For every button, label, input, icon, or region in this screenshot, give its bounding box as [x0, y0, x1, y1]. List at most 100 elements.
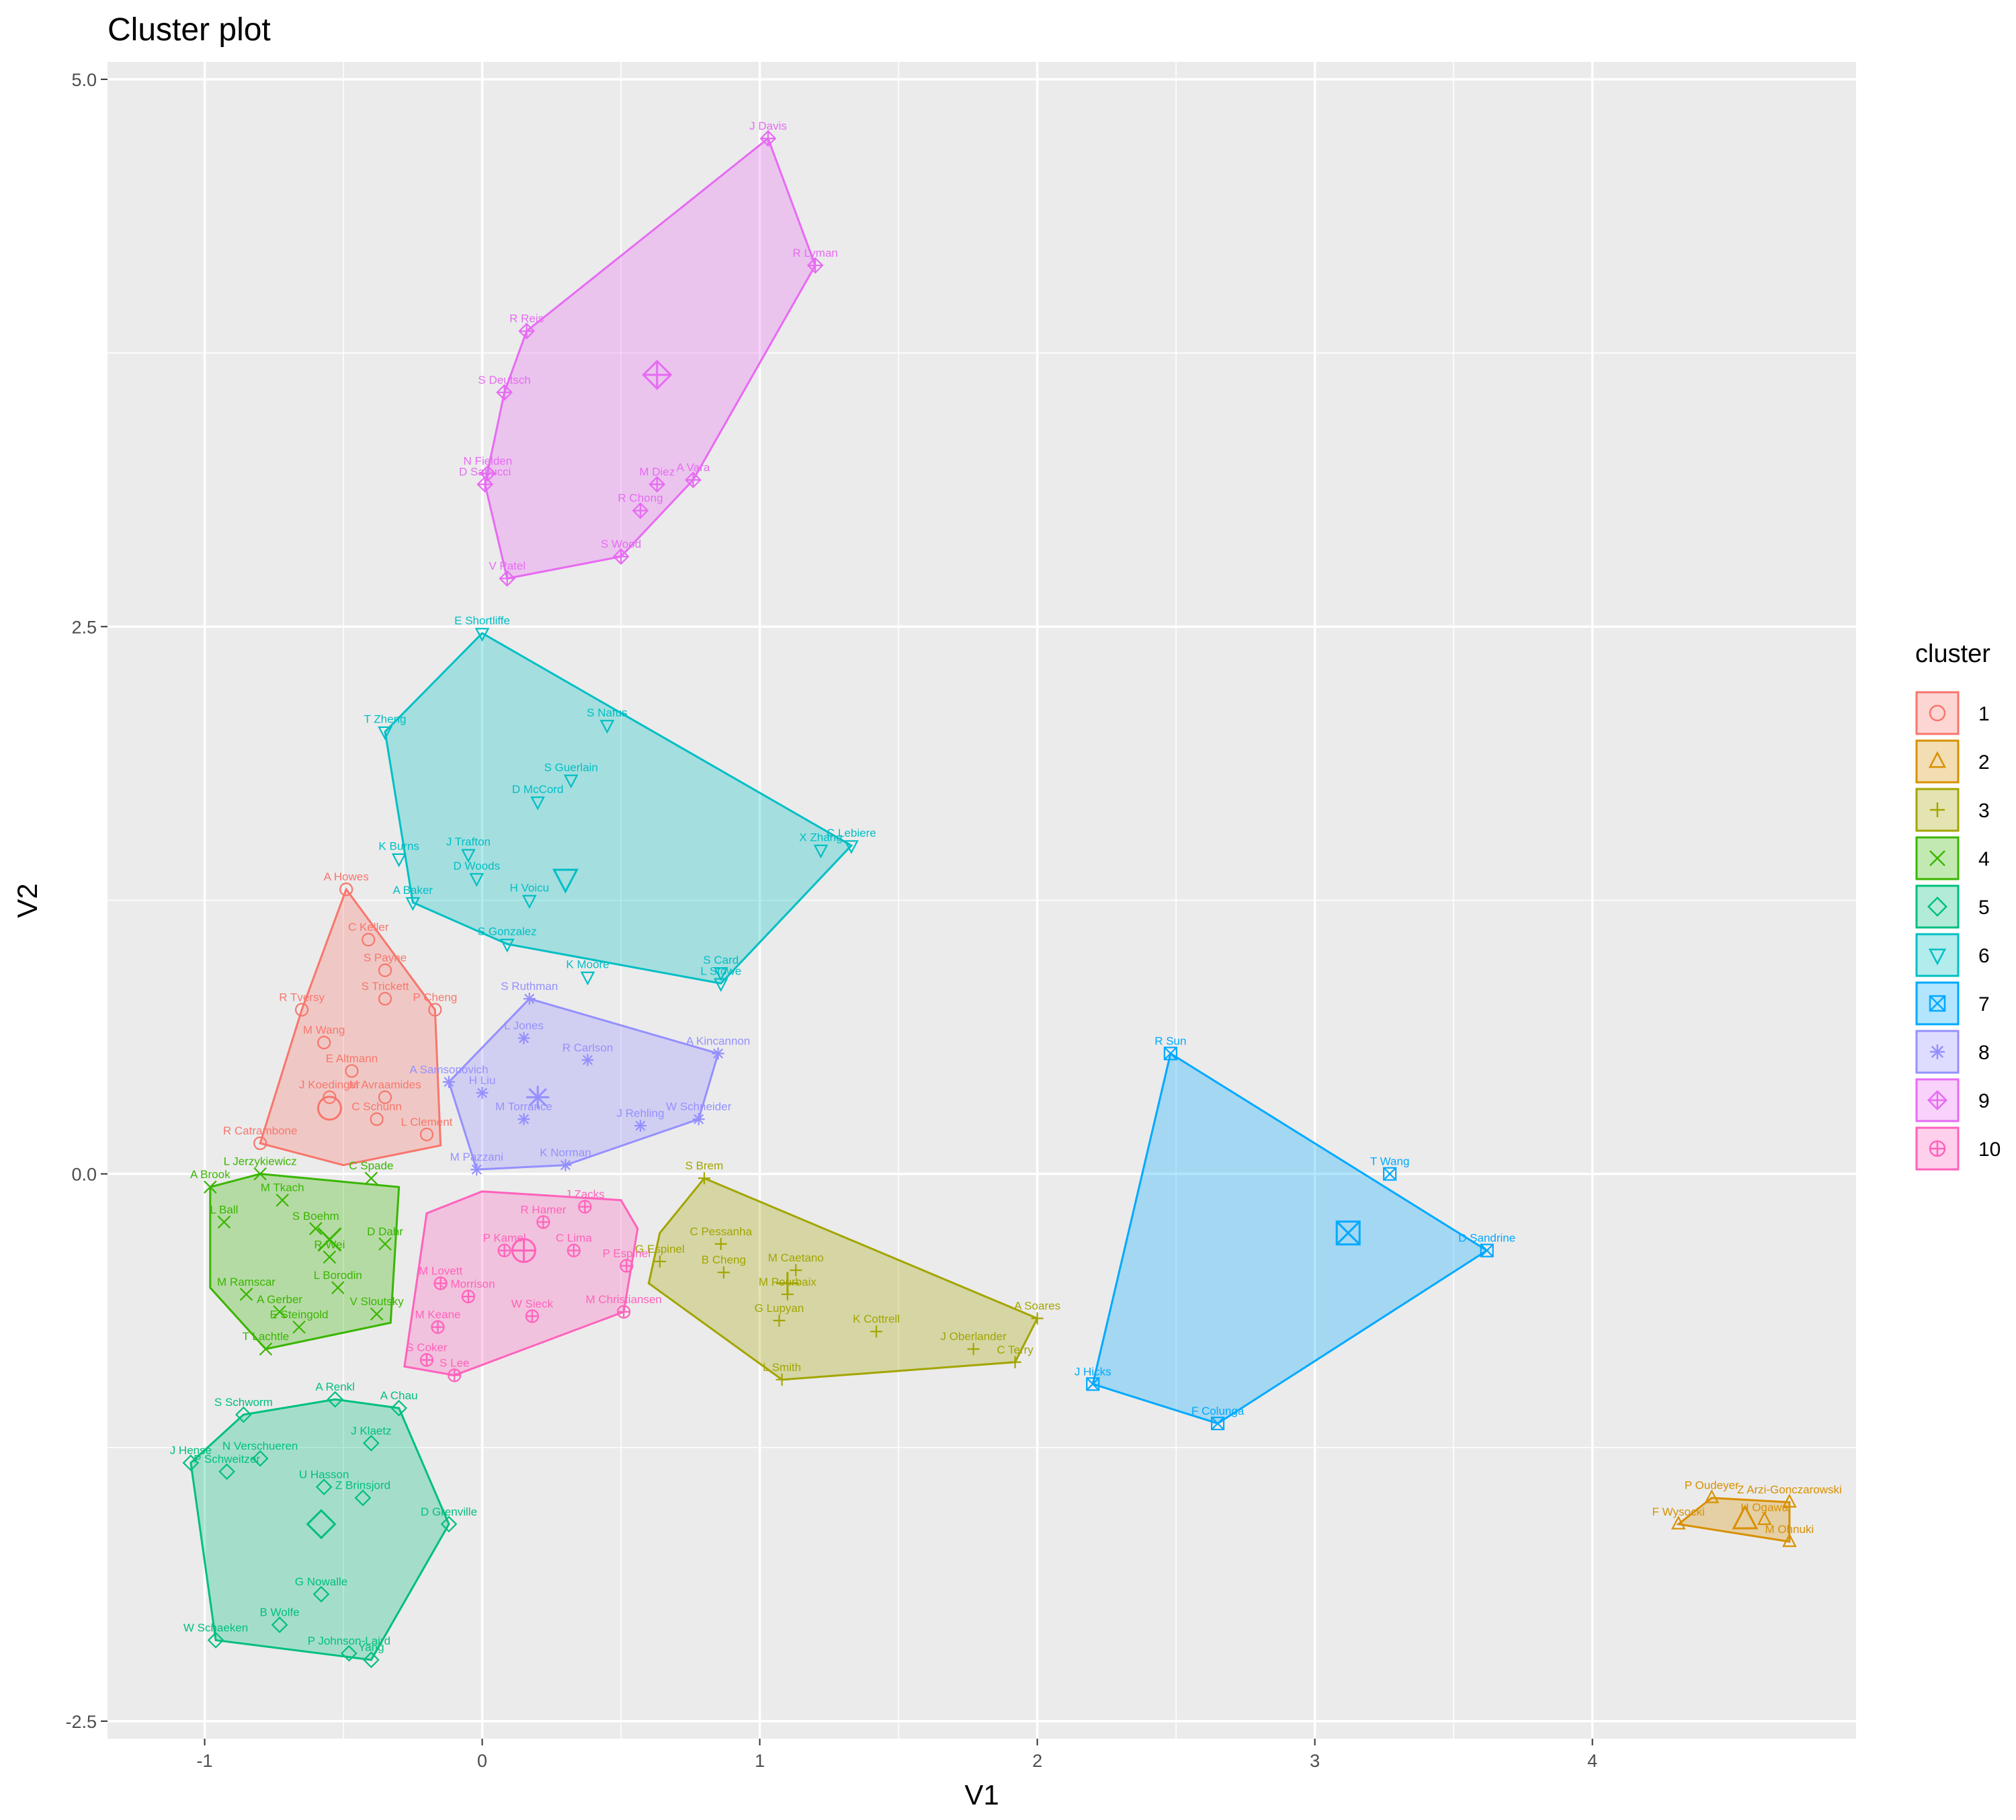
y-tick-label: 5.0: [71, 70, 97, 90]
point-label: R Reis: [509, 313, 544, 325]
point-label: W Schneider: [666, 1100, 732, 1113]
point-label: L Stowe: [700, 964, 741, 977]
point-label: P Cheng: [413, 991, 457, 1003]
cluster-6-point: [469, 873, 485, 887]
point-label: M Lovett: [419, 1265, 462, 1278]
point-label: C Lima: [556, 1232, 592, 1245]
cluster-6-point: [844, 840, 859, 854]
cluster-3-point: [653, 1255, 666, 1268]
x-tick-label: 0: [477, 1751, 487, 1771]
cluster-1-hull: [259, 887, 442, 1167]
point-label: M Diez: [639, 466, 675, 479]
point-label: H Ogawa: [1740, 1501, 1788, 1514]
x-tick-label: 1: [755, 1751, 765, 1771]
y-axis-ticks: 5.0 2.5 0.0 -2.5: [65, 70, 108, 1732]
cluster-10-hull: [403, 1190, 639, 1376]
point-label: M Keane: [415, 1309, 460, 1321]
cluster-9-point: [759, 130, 777, 147]
cluster-1-point: [345, 1064, 359, 1078]
cluster-6-point: [474, 628, 490, 642]
cluster-10-point: [461, 1289, 476, 1304]
cluster-4-point: [253, 1167, 267, 1181]
cluster-5-point: [315, 1479, 333, 1495]
point-label: A Samsonovich: [409, 1063, 488, 1076]
point-label: J Rehling: [617, 1107, 665, 1120]
legend-label: 4: [1978, 848, 1990, 870]
legend-item-9: 9: [1915, 1078, 1990, 1122]
cluster-1-point: [317, 1036, 331, 1050]
legend-key-symbol: [1928, 751, 1947, 768]
legend-title: cluster: [1915, 640, 1990, 668]
cluster-1-point: [419, 1127, 434, 1142]
point-label: H Voicu: [509, 882, 549, 895]
cluster-3-point: [1009, 1356, 1021, 1368]
point-label: F Wysocki: [1652, 1505, 1705, 1518]
legend-label: 5: [1978, 897, 1990, 919]
point-label: T Zheng: [364, 713, 407, 726]
point-label: S Trickett: [362, 980, 409, 993]
cluster-5-point: [363, 1651, 380, 1669]
cluster-3-point: [1031, 1312, 1044, 1325]
point-label: M Avraamides: [349, 1079, 421, 1091]
legend-item-1: 1: [1915, 691, 1990, 735]
legend-item-8: 8: [1915, 1030, 1990, 1074]
point-label: J Klaetz: [351, 1424, 391, 1437]
point-label: J Davis: [749, 120, 787, 132]
point-label: N Fielden: [463, 454, 512, 467]
point-label: D Sandrine: [1458, 1232, 1515, 1245]
cluster-1-point: [378, 963, 392, 977]
cluster-3-point: [717, 1266, 730, 1279]
cluster-2-point: [1704, 1489, 1720, 1503]
point-label: L Jerzykiewicz: [224, 1155, 297, 1168]
point-label: R Catrambone: [223, 1124, 298, 1137]
cluster-9-point: [518, 323, 536, 339]
point-label: M Caetano: [768, 1251, 824, 1264]
point-label: P Kamel: [483, 1232, 526, 1245]
cluster-9-point: [806, 257, 824, 274]
cluster-4-point: [239, 1288, 253, 1301]
cluster-4-point: [364, 1171, 378, 1185]
legend: cluster 1 2 3 4 5 6 7 8 9 10: [1915, 640, 2001, 1171]
cluster-10-point: [497, 1243, 511, 1257]
cluster-6-center: [552, 868, 579, 894]
cluster-3-point: [967, 1343, 980, 1356]
point-label: D Woods: [454, 860, 501, 872]
cluster-5-point: [340, 1645, 358, 1662]
cluster-10-point: [566, 1243, 581, 1257]
point-label: K Burns: [378, 840, 419, 853]
point-label: V Sloutsky: [349, 1295, 404, 1308]
point-label: R Lyman: [792, 247, 837, 259]
point-label: L Jones: [504, 1020, 544, 1032]
point-label: L Clement: [401, 1116, 453, 1128]
y-tick-label: -2.5: [65, 1712, 97, 1732]
cluster-6-point: [530, 796, 545, 811]
cluster-4-point: [370, 1307, 384, 1321]
x-tick-label: 4: [1587, 1751, 1597, 1771]
cluster-10-point: [536, 1215, 550, 1229]
x-tick-label: 2: [1032, 1751, 1042, 1771]
x-tick-label: -1: [197, 1751, 213, 1771]
legend-item-10: 10: [1915, 1126, 2001, 1171]
cluster-4-point: [273, 1305, 286, 1319]
point-label: V Patel: [489, 560, 526, 573]
point-label: M Ohnuki: [1765, 1523, 1814, 1536]
legend-key: [1915, 691, 1960, 735]
cluster-8-point: [634, 1119, 646, 1132]
y-tick-label: 0.0: [71, 1165, 97, 1185]
point-label: R Chong: [618, 492, 663, 505]
cluster-8-point: [712, 1047, 724, 1060]
y-axis-title: V2: [11, 883, 43, 917]
cluster-4-point: [204, 1180, 217, 1194]
cluster-10-point: [578, 1200, 592, 1214]
point-label: R Hamer: [520, 1203, 566, 1216]
point-label: W Sieck: [511, 1297, 554, 1310]
cluster-5-point: [235, 1406, 252, 1423]
legend-key-symbol: [1928, 948, 1947, 966]
point-label: P Schweitzer: [194, 1453, 260, 1466]
cluster-6-hull: [384, 632, 853, 985]
point-label: S Lee: [439, 1356, 469, 1369]
cluster-5-hull: [190, 1398, 450, 1661]
cluster-5-point: [440, 1516, 458, 1533]
cluster-6-point: [461, 849, 476, 863]
